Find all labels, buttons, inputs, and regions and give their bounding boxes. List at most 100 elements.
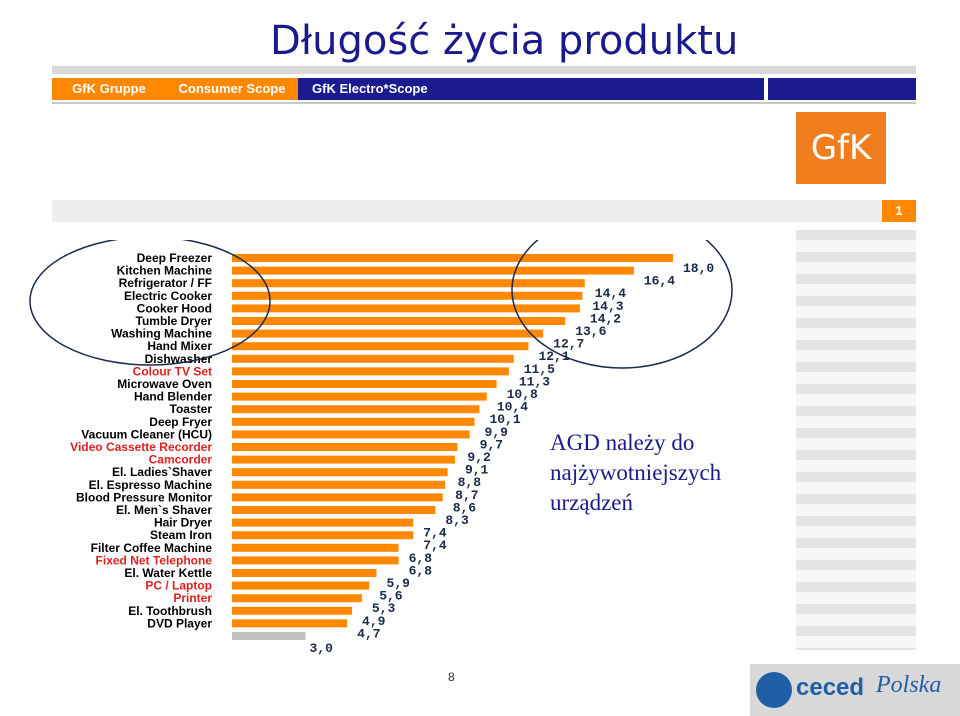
category-label: Steam Iron (150, 528, 212, 542)
category-label: Printer (173, 591, 212, 605)
nav-item-gfk-gruppe[interactable]: GfK Gruppe (52, 78, 166, 100)
category-label: Refrigerator / FF (119, 276, 212, 290)
ceced-logo-text-2: Polska (876, 672, 942, 698)
value-label: 9,2 (467, 450, 491, 465)
page-number: 8 (448, 670, 455, 684)
value-label: 10,4 (497, 400, 528, 415)
bar (232, 405, 480, 414)
annotation-line-3: urządzeń (550, 490, 633, 515)
nav-bar-right (768, 78, 916, 100)
ceced-logo-text: ceced (796, 674, 865, 701)
bar (232, 317, 566, 325)
value-label: 9,1 (465, 463, 489, 478)
category-label: Camcorder (149, 453, 213, 467)
bar-extra (232, 632, 306, 640)
category-label: El. Water Kettle (124, 566, 212, 580)
value-label: 9,9 (485, 425, 509, 440)
bar (232, 254, 673, 262)
bar (232, 354, 514, 363)
bar (232, 506, 436, 514)
category-label: Blood Pressure Monitor (76, 490, 212, 504)
bar (232, 480, 446, 489)
page-bar: 1 (52, 200, 916, 222)
bar (232, 392, 487, 401)
category-label: PC / Laptop (145, 579, 212, 593)
page-title: Długość życia produktu (270, 18, 739, 64)
value-label: 8,3 (445, 513, 469, 528)
bar (232, 493, 443, 502)
value-label: 12,7 (553, 337, 584, 352)
value-label: 16,4 (644, 274, 675, 289)
value-label: 18,0 (683, 261, 714, 276)
bar (232, 543, 399, 552)
category-label: Vacuum Cleaner (HCU) (81, 427, 212, 441)
category-label: Hair Dryer (154, 516, 212, 530)
bar (232, 430, 470, 439)
bar (232, 594, 362, 603)
annotation-line-2: najżywotniejszych (550, 460, 722, 485)
bar (232, 606, 353, 615)
category-label: El. Ladies`Shaver (112, 465, 212, 479)
gfk-logo: GfK (796, 112, 886, 184)
side-stripe (796, 230, 916, 650)
annotation-line-1: AGD należy do (550, 430, 695, 455)
value-label: 6,8 (409, 551, 433, 566)
value-label: 5,3 (372, 601, 396, 616)
bar (232, 518, 414, 527)
value-label: 9,7 (480, 437, 503, 452)
category-label: Fixed Net Telephone (96, 553, 213, 567)
highlight-ellipse-left (29, 240, 271, 366)
value-label: 4,9 (362, 614, 386, 629)
bar (232, 380, 497, 388)
value-label: 6,8 (409, 563, 433, 578)
value-label: 14,4 (595, 286, 626, 301)
highlight-ellipse-right (511, 240, 733, 369)
bar (232, 304, 580, 313)
bar (232, 569, 377, 577)
value-label: 14,2 (590, 311, 621, 326)
category-label: El. Toothbrush (128, 604, 212, 618)
category-label: Hand Mixer (147, 339, 212, 353)
bar (232, 619, 348, 628)
bar (232, 279, 585, 288)
value-label: 4,7 (357, 626, 380, 641)
bar (232, 531, 414, 540)
value-label: 10,8 (507, 387, 538, 402)
bar (232, 367, 509, 376)
category-label: Dishwasher (145, 352, 213, 366)
bar (232, 455, 455, 464)
category-label: Deep Fryer (149, 415, 212, 429)
value-label: 12,1 (538, 349, 569, 364)
category-label: Filter Coffee Machine (91, 541, 213, 555)
category-label: Toaster (170, 402, 213, 416)
nav-item-electro-scope[interactable]: GfK Electro*Scope (298, 78, 764, 100)
value-label: 10,1 (489, 412, 520, 427)
category-label: Electric Cooker (124, 289, 212, 303)
category-label: Colour TV Set (133, 364, 212, 378)
value-label-extra: 3,0 (310, 641, 334, 656)
nav-bar: GfK Gruppe Consumer Scope GfK Electro*Sc… (52, 78, 764, 100)
bar (232, 342, 529, 351)
bar (232, 468, 448, 477)
value-label: 8,8 (458, 475, 482, 490)
bar (232, 556, 399, 565)
ceced-circle-icon (756, 672, 792, 708)
value-label: 8,7 (455, 488, 478, 503)
value-label: 13,6 (575, 324, 606, 339)
category-label: Tumble Dryer (136, 314, 213, 328)
bar (232, 291, 583, 300)
category-label: Kitchen Machine (117, 264, 213, 278)
value-label: 14,3 (592, 299, 623, 314)
value-label: 7,4 (423, 526, 447, 541)
nav-item-consumer-scope[interactable]: Consumer Scope (170, 78, 294, 100)
category-label: Washing Machine (111, 327, 212, 341)
category-label: Deep Freezer (137, 251, 213, 265)
bar (232, 443, 458, 451)
category-label: El. Men`s Shaver (116, 503, 212, 517)
page-badge: 1 (882, 200, 916, 222)
annotation-text: AGD należy do najżywotniejszych urządzeń (550, 428, 721, 518)
value-label: 7,4 (423, 538, 447, 553)
category-label: Microwave Oven (117, 377, 212, 391)
ceced-logo: ceced Polska (750, 664, 960, 716)
